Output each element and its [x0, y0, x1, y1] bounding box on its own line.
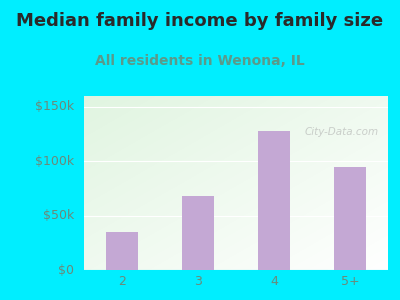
Bar — [334, 167, 366, 270]
Text: $50k: $50k — [43, 209, 74, 222]
Text: Median family income by family size: Median family income by family size — [16, 12, 384, 30]
Text: $150k: $150k — [35, 100, 74, 113]
Text: $0: $0 — [58, 263, 74, 277]
Bar — [106, 232, 138, 270]
Text: All residents in Wenona, IL: All residents in Wenona, IL — [95, 54, 305, 68]
Bar — [182, 196, 214, 270]
Text: $100k: $100k — [35, 155, 74, 168]
Bar — [258, 131, 290, 270]
Text: City-Data.com: City-Data.com — [305, 127, 379, 137]
